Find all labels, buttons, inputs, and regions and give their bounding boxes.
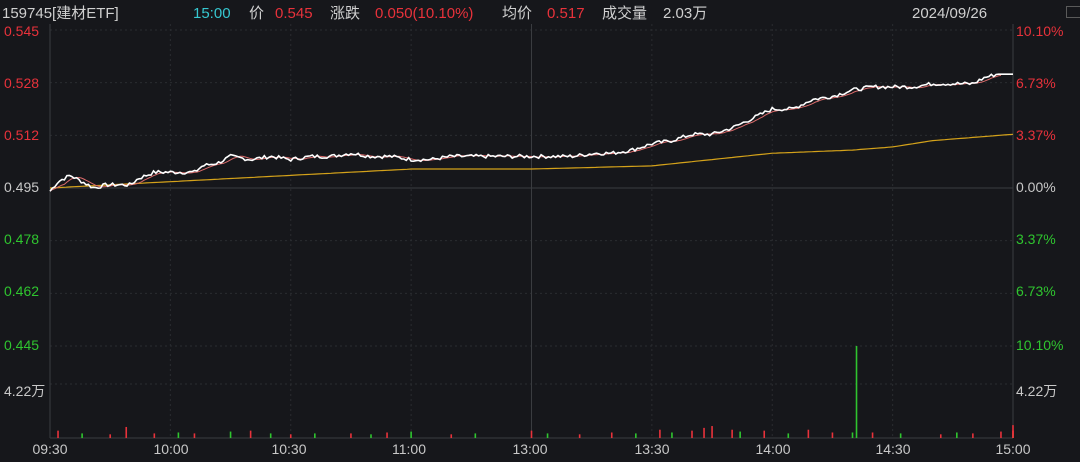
y-tick-left: 0.445 <box>4 337 39 353</box>
volume-bar <box>153 433 156 438</box>
avg-price-value: 0.517 <box>547 5 585 22</box>
average-price-line <box>49 133 1014 189</box>
volume-bar <box>787 433 790 438</box>
volume-bar <box>81 433 83 438</box>
y-tick-left: 0.545 <box>4 23 39 39</box>
volume-bar <box>530 430 533 438</box>
change-value: 0.050(10.10%) <box>375 5 474 22</box>
quote-date: 2024/09/26 <box>912 5 988 22</box>
volume-bar <box>314 433 316 438</box>
avg-price-label: 均价 <box>502 5 533 22</box>
x-tick: 14:00 <box>755 441 790 457</box>
volume-bar <box>269 433 272 438</box>
price-ma-line <box>49 74 1002 192</box>
volume-bars <box>57 346 1014 438</box>
y-axis-left: 0.545 0.528 0.512 0.495 0.478 0.462 0.44… <box>4 23 45 399</box>
volume-bar <box>855 346 858 438</box>
y-tick-right: 3.37% <box>1016 127 1056 143</box>
volume-bar <box>739 431 741 438</box>
y-tick-right: 10.10% <box>1016 23 1063 39</box>
volume-bar <box>474 433 477 438</box>
volume-bar <box>1012 425 1014 438</box>
y-axis-right: 10.10% 6.73% 3.37% 0.00% 3.37% 6.73% 10.… <box>1016 23 1063 399</box>
y-tick-right: 0.00% <box>1016 179 1056 195</box>
volume-bar <box>831 432 834 438</box>
volume-value: 2.03万 <box>663 5 708 22</box>
volume-bar <box>939 434 942 438</box>
y-tick-right: 6.73% <box>1016 283 1056 299</box>
volume-bar <box>807 429 810 438</box>
quote-time: 15:00 <box>193 5 231 22</box>
x-tick: 11:00 <box>392 441 426 457</box>
volume-bar <box>899 433 902 438</box>
volume-bar <box>956 432 958 438</box>
price-value: 0.545 <box>275 5 313 22</box>
volume-bar <box>635 433 637 438</box>
y-tick-left: 0.495 <box>4 179 39 195</box>
y-tick-left: 0.462 <box>4 283 39 299</box>
volume-bar <box>851 432 854 438</box>
watermark-icon <box>1066 6 1080 18</box>
volume-bar <box>711 426 713 438</box>
volume-bar <box>703 427 705 438</box>
volume-bar <box>871 432 874 438</box>
x-tick: 15:00 <box>995 441 1030 457</box>
volume-label: 成交量 <box>602 5 648 22</box>
price-line <box>49 73 1013 192</box>
volume-bar <box>691 430 693 438</box>
volume-tick-right: 4.22万 <box>1016 383 1057 399</box>
volume-bar <box>370 434 372 438</box>
x-tick: 13:30 <box>634 441 669 457</box>
x-axis: 09:30 10:00 10:30 11:00 13:00 13:30 14:0… <box>32 441 1030 457</box>
volume-bar <box>578 434 581 438</box>
volume-bar <box>410 431 412 438</box>
volume-bar <box>249 430 252 438</box>
volume-bar <box>546 433 549 438</box>
price-label: 价 <box>249 5 265 22</box>
volume-bar <box>731 429 733 438</box>
volume-bar <box>57 430 59 438</box>
volume-bar <box>386 432 388 438</box>
volume-bar <box>350 433 352 438</box>
y-tick-right: 10.10% <box>1016 337 1063 353</box>
volume-bar <box>289 434 292 438</box>
volume-tick-left: 4.22万 <box>4 383 45 399</box>
change-label: 涨跌 <box>330 5 361 22</box>
y-tick-left: 0.512 <box>4 127 39 143</box>
volume-bar <box>1000 431 1002 438</box>
x-tick: 13:00 <box>512 441 547 457</box>
volume-bar <box>109 434 111 438</box>
volume-bar <box>177 432 180 438</box>
x-tick: 10:00 <box>153 441 188 457</box>
y-tick-left: 0.478 <box>4 231 39 247</box>
volume-bar <box>610 432 613 438</box>
volume-bar <box>450 434 453 438</box>
volume-bar <box>193 433 196 438</box>
y-tick-right: 6.73% <box>1016 75 1056 91</box>
volume-bar <box>229 431 232 438</box>
volume-bar <box>763 430 766 438</box>
y-tick-left: 0.528 <box>4 75 39 91</box>
volume-bar <box>972 433 974 438</box>
x-tick: 09:30 <box>32 441 67 457</box>
security-code-name: 159745[建材ETF] <box>2 5 119 22</box>
volume-bar <box>659 429 661 438</box>
quote-header: 159745[建材ETF] 15:00 价 0.545 涨跌 0.050(10.… <box>0 0 1080 28</box>
y-tick-right: 3.37% <box>1016 231 1056 247</box>
x-tick: 10:30 <box>271 441 306 457</box>
volume-bar <box>125 426 128 438</box>
volume-bar <box>671 432 673 438</box>
x-tick: 14:30 <box>875 441 910 457</box>
